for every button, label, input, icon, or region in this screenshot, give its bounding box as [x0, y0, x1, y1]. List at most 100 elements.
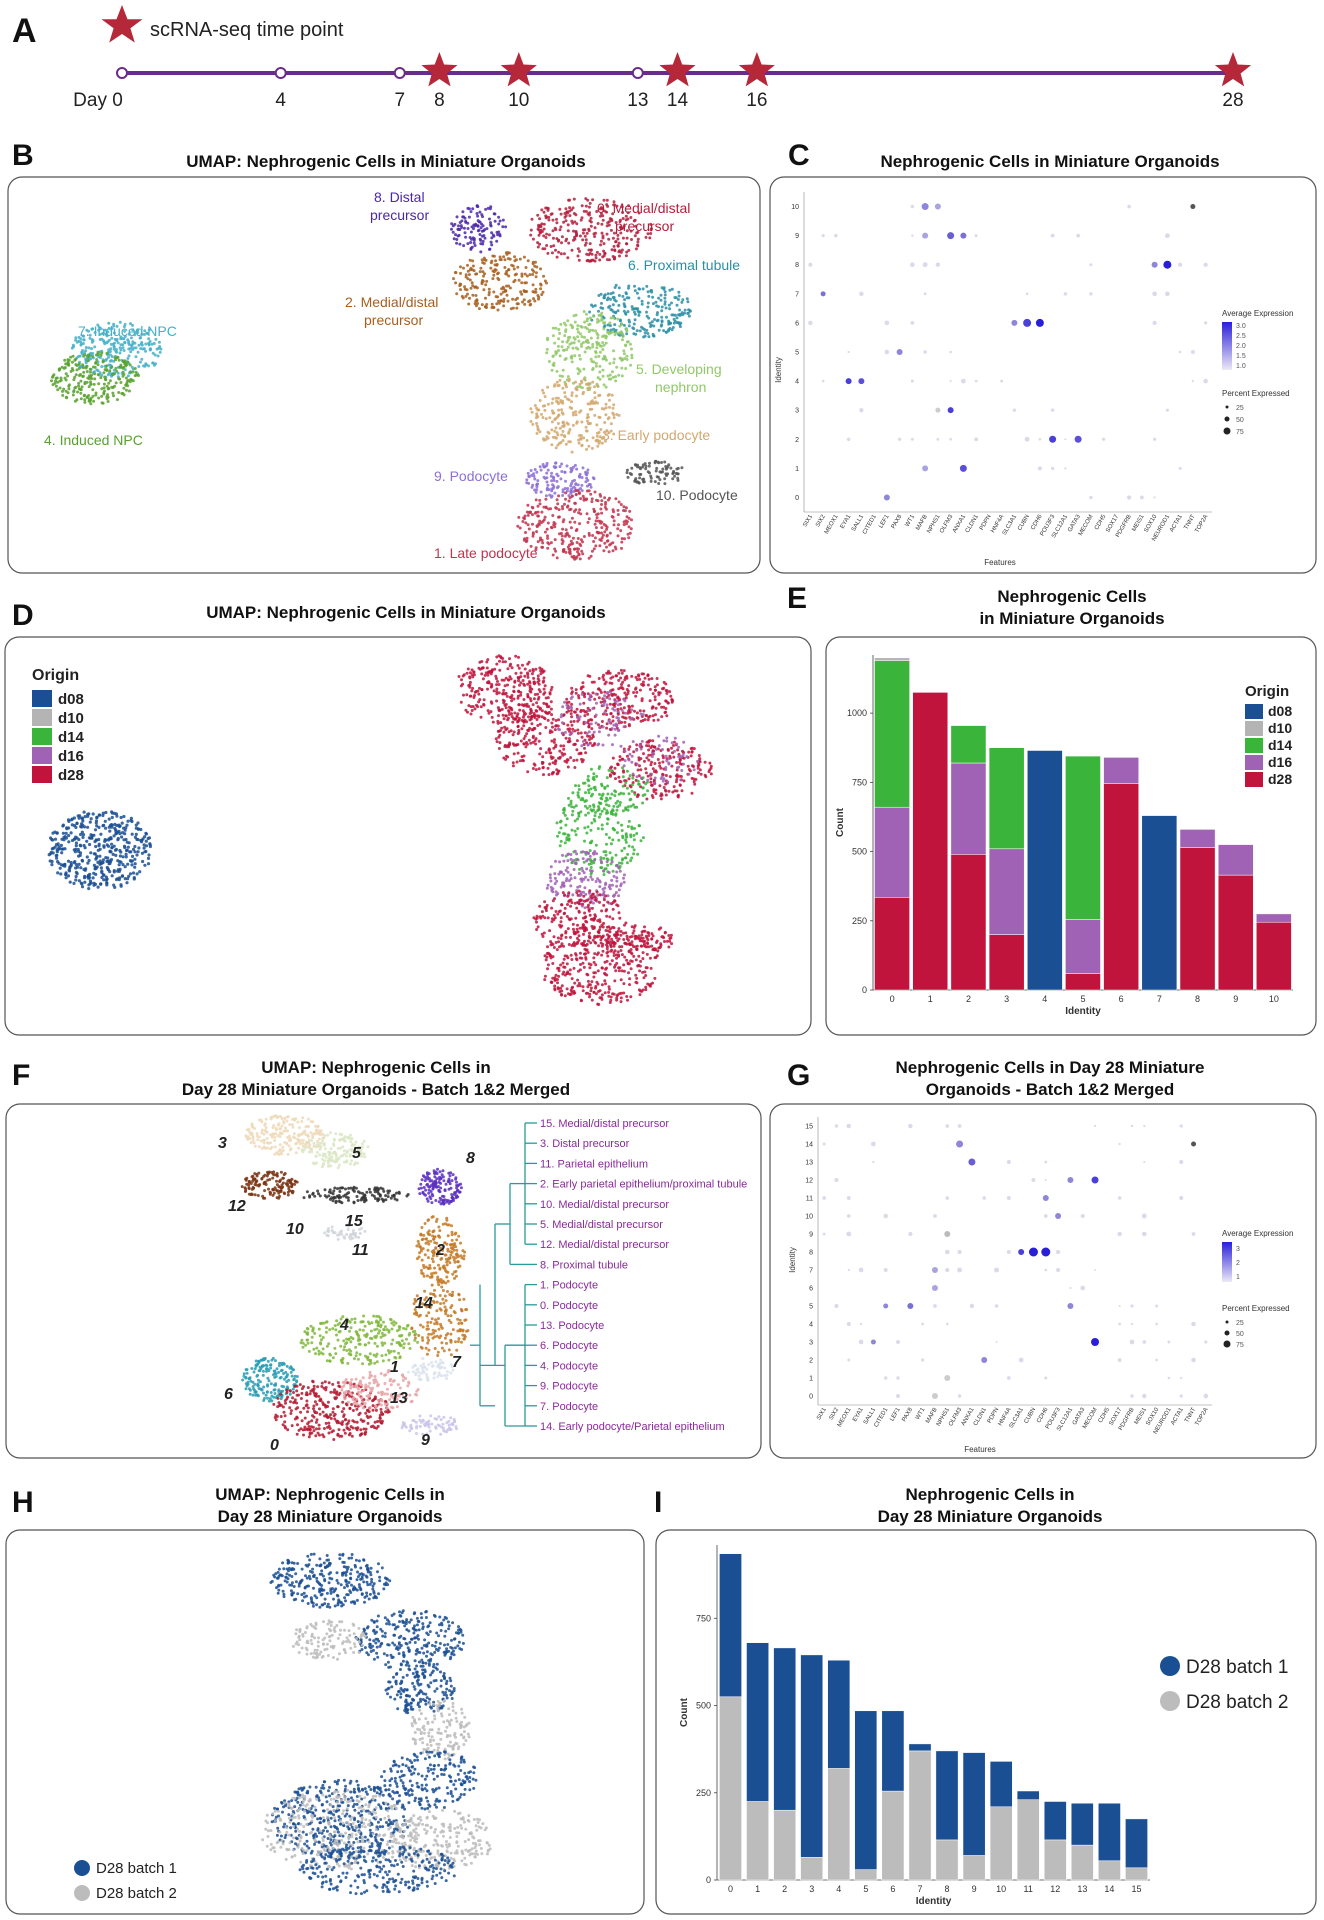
umap-point	[661, 760, 665, 764]
umap-point	[629, 527, 633, 531]
umap-point	[455, 238, 459, 241]
umap-point	[123, 329, 127, 333]
umap-point	[555, 369, 559, 373]
umap-point	[579, 898, 583, 902]
umap-point	[459, 700, 463, 704]
umap-point	[93, 377, 97, 381]
umap-point	[538, 904, 542, 908]
umap-point	[588, 322, 592, 326]
umap-point	[608, 362, 612, 365]
umap-point	[606, 900, 610, 904]
umap-point	[641, 936, 645, 940]
umap-point	[563, 965, 567, 969]
umap-point	[619, 996, 623, 1000]
umap-point	[616, 309, 620, 313]
umap-point	[122, 360, 126, 364]
umap-point	[583, 695, 587, 699]
umap-point	[591, 345, 595, 349]
umap-point	[486, 709, 490, 713]
dotplot-dot	[934, 203, 941, 210]
umap-point	[656, 949, 660, 953]
umap-point	[95, 368, 99, 372]
umap-point	[575, 942, 579, 945]
umap-point	[650, 677, 654, 681]
umap-point	[589, 875, 593, 879]
umap-point	[555, 948, 559, 952]
umap-point	[576, 327, 579, 331]
umap-point	[65, 826, 69, 830]
umap-point	[605, 809, 609, 813]
umap-point	[555, 217, 558, 221]
umap-point	[649, 966, 653, 970]
umap-point	[582, 894, 586, 898]
umap-point	[581, 466, 585, 470]
umap-point	[64, 831, 68, 835]
umap-point	[580, 956, 584, 960]
dotplot-dot	[820, 291, 826, 297]
umap-point	[89, 380, 92, 384]
umap-point	[679, 775, 683, 778]
umap-point	[93, 345, 97, 349]
umap-point	[538, 430, 542, 434]
umap-point	[608, 883, 612, 887]
umap-point	[597, 309, 600, 313]
umap-point	[676, 472, 680, 476]
umap-point	[635, 329, 639, 333]
dotplot-dot	[808, 320, 813, 326]
umap-point	[606, 330, 610, 334]
umap-point	[50, 863, 54, 867]
umap-point	[106, 373, 110, 377]
umap-point	[632, 691, 636, 694]
umap-point	[108, 824, 112, 828]
umap-point	[514, 298, 518, 302]
umap-point	[597, 294, 601, 297]
umap-point	[620, 953, 624, 957]
umap-point	[602, 522, 606, 526]
umap-point	[618, 758, 622, 762]
umap-point	[626, 962, 630, 966]
umap-point	[121, 855, 125, 859]
umap-point	[54, 376, 58, 380]
umap-point	[610, 370, 614, 374]
umap-point	[97, 328, 101, 332]
umap-point	[568, 214, 572, 218]
umap-point	[600, 809, 604, 813]
umap-point	[609, 422, 613, 426]
umap-point	[591, 476, 595, 480]
umap-point	[577, 258, 581, 262]
umap-point	[575, 394, 578, 398]
umap-point	[565, 962, 569, 966]
umap-point	[531, 767, 535, 770]
umap-point	[492, 273, 496, 277]
umap-point	[545, 351, 549, 355]
umap-point	[131, 847, 136, 852]
umap-point	[578, 951, 582, 955]
umap-point	[590, 980, 594, 984]
umap-point	[649, 325, 653, 328]
umap-point	[574, 691, 578, 695]
umap-point	[630, 935, 634, 938]
umap-point	[672, 755, 676, 759]
umap-point	[126, 819, 130, 823]
umap-point	[627, 723, 631, 726]
umap-point	[593, 401, 597, 405]
umap-point	[554, 910, 558, 913]
umap-point	[479, 238, 483, 242]
umap-point	[498, 659, 501, 663]
umap-point	[605, 545, 608, 549]
umap-point	[557, 508, 561, 512]
umap-point	[505, 293, 509, 297]
umap-point	[601, 934, 605, 938]
umap-point	[565, 464, 569, 468]
umap-point	[607, 985, 611, 989]
umap-point	[544, 909, 548, 913]
umap-point	[55, 856, 59, 860]
umap-point	[84, 349, 88, 353]
umap-point	[549, 956, 553, 960]
umap-point	[80, 858, 84, 862]
umap-point	[570, 516, 574, 520]
umap-point	[560, 411, 564, 415]
umap-point	[619, 884, 623, 888]
dotplot-identity-label: 4	[795, 379, 799, 386]
umap-point	[504, 706, 508, 710]
